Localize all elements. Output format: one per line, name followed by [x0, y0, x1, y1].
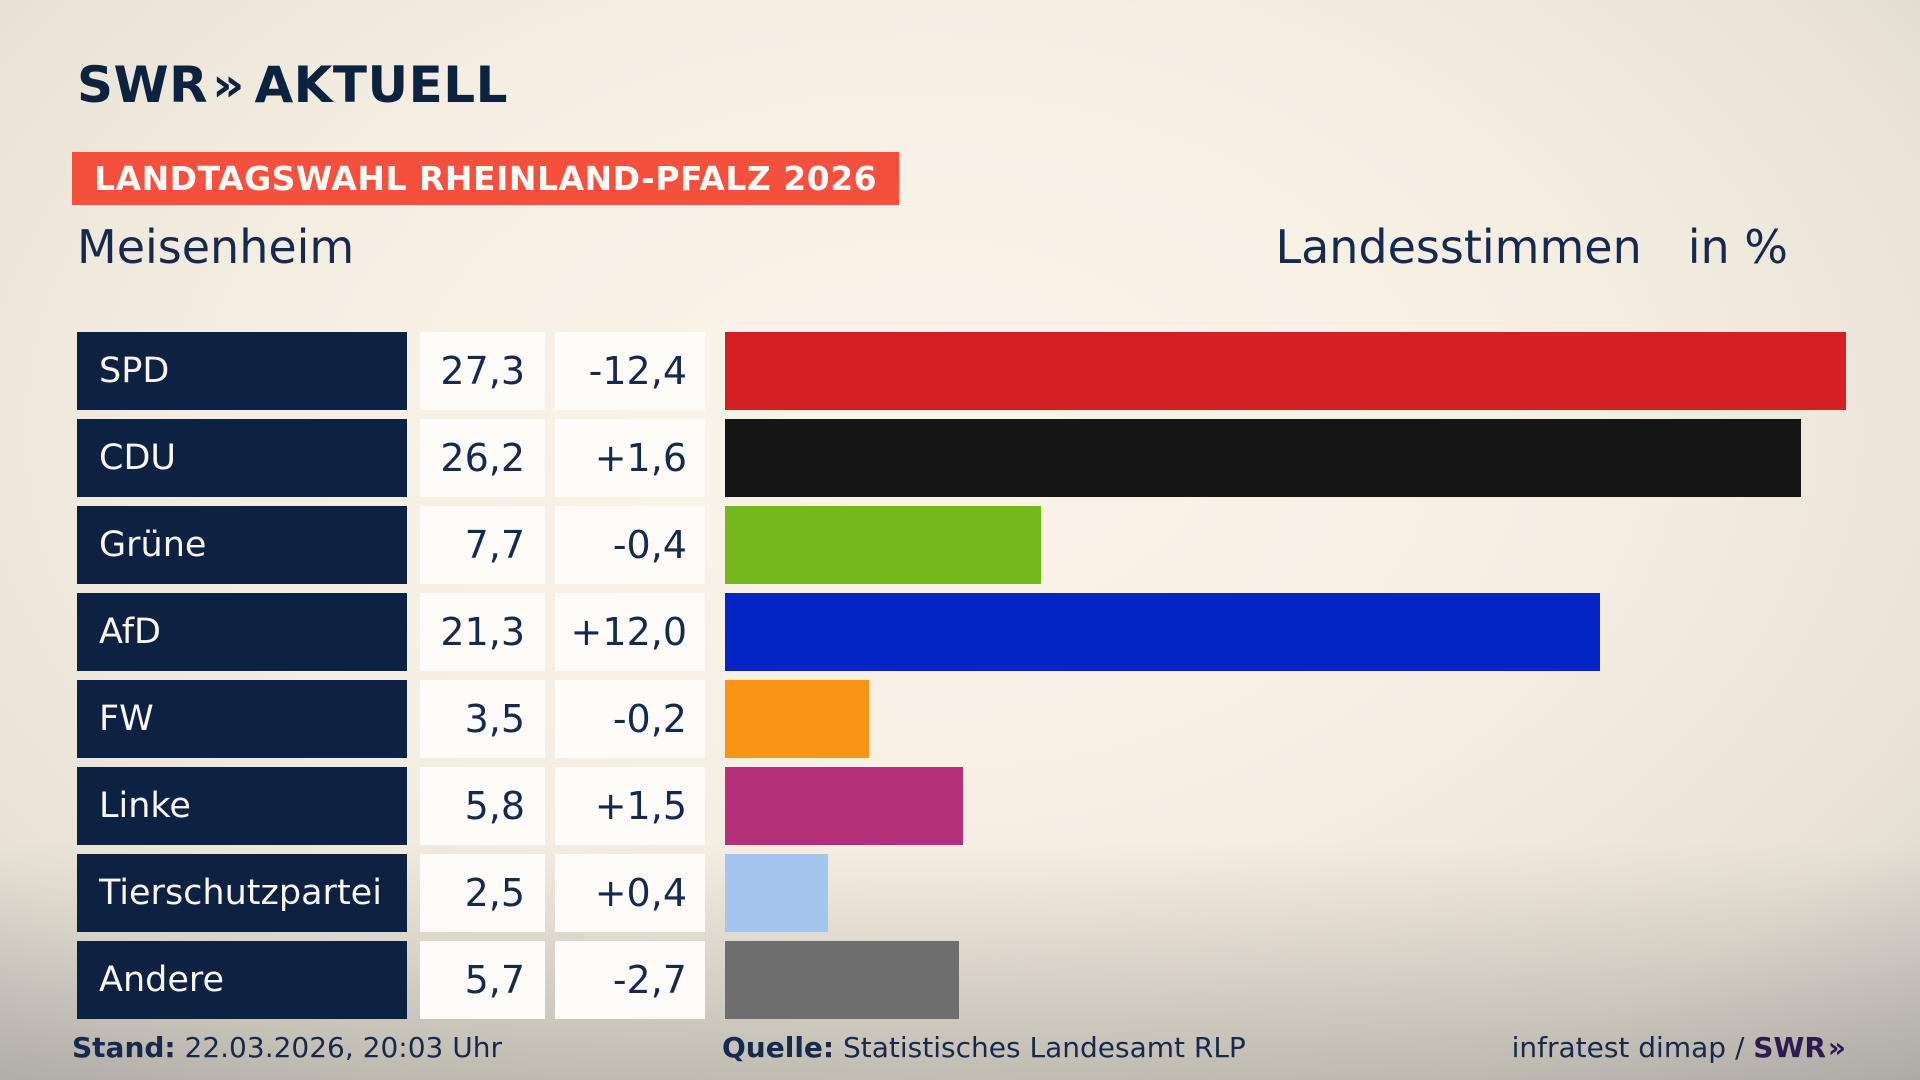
party-change: -0,4 [555, 506, 705, 584]
stand-label: Stand: [72, 1031, 176, 1064]
table-row: CDU 26,2 +1,6 [77, 419, 1846, 497]
party-value: 3,5 [420, 680, 545, 758]
timestamp: Stand: 22.03.2026, 20:03 Uhr [72, 1031, 502, 1064]
party-label: CDU [77, 419, 407, 497]
bar-area [725, 680, 1846, 758]
unit-label: in % [1687, 220, 1788, 274]
bar-area [725, 593, 1846, 671]
footer: Stand: 22.03.2026, 20:03 Uhr Quelle: Sta… [72, 1031, 1846, 1071]
bar-area [725, 941, 1846, 1019]
election-badge: LANDTAGSWAHL RHEINLAND-PFALZ 2026 [72, 152, 900, 205]
party-value: 26,2 [420, 419, 545, 497]
logo-double-chevron-icon: » [212, 58, 244, 112]
party-bar [725, 419, 1801, 497]
party-label: Tierschutzpartei [77, 854, 407, 932]
party-change: -2,7 [555, 941, 705, 1019]
party-bar [725, 593, 1600, 671]
party-bar [725, 854, 828, 932]
table-row: Grüne 7,7 -0,4 [77, 506, 1846, 584]
vote-type-title: Landesstimmen in % [1275, 220, 1788, 274]
bar-area [725, 332, 1846, 410]
logo-aktuell-text: AKTUELL [254, 56, 509, 114]
party-label: AfD [77, 593, 407, 671]
stand-value: 22.03.2026, 20:03 Uhr [184, 1031, 502, 1064]
party-label: SPD [77, 332, 407, 410]
table-row: Tierschutzpartei 2,5 +0,4 [77, 854, 1846, 932]
party-label: Andere [77, 941, 407, 1019]
logo-swr-text: SWR [77, 56, 209, 114]
party-value: 2,5 [420, 854, 545, 932]
party-label: Linke [77, 767, 407, 845]
quelle-value: Statistisches Landesamt RLP [843, 1031, 1246, 1064]
party-change: +1,5 [555, 767, 705, 845]
pollster-credit: infratest dimap / SWR» [1511, 1031, 1846, 1064]
table-row: AfD 21,3 +12,0 [77, 593, 1846, 671]
party-value: 5,8 [420, 767, 545, 845]
bar-area [725, 767, 1846, 845]
party-change: -12,4 [555, 332, 705, 410]
party-label: FW [77, 680, 407, 758]
credit-text: infratest dimap / [1511, 1031, 1754, 1064]
credit-swr-text: SWR [1753, 1031, 1826, 1064]
party-change: +0,4 [555, 854, 705, 932]
party-change: -0,2 [555, 680, 705, 758]
source: Quelle: Statistisches Landesamt RLP [722, 1031, 1246, 1064]
party-change: +1,6 [555, 419, 705, 497]
table-row: Andere 5,7 -2,7 [77, 941, 1846, 1019]
party-value: 27,3 [420, 332, 545, 410]
party-label: Grüne [77, 506, 407, 584]
swr-credit-logo: SWR» [1753, 1031, 1846, 1064]
swr-aktuell-logo: SWR» AKTUELL [77, 56, 508, 114]
municipality-title: Meisenheim [77, 220, 355, 274]
bar-area [725, 419, 1846, 497]
table-row: Linke 5,8 +1,5 [77, 767, 1846, 845]
bar-area [725, 854, 1846, 932]
quelle-label: Quelle: [722, 1031, 835, 1064]
party-value: 21,3 [420, 593, 545, 671]
results-table: SPD 27,3 -12,4 CDU 26,2 +1,6 Grüne 7,7 -… [77, 332, 1846, 1028]
party-change: +12,0 [555, 593, 705, 671]
party-bar [725, 506, 1042, 584]
party-bar [725, 332, 1846, 410]
vote-type-label: Landesstimmen [1275, 220, 1642, 274]
party-value: 7,7 [420, 506, 545, 584]
table-row: FW 3,5 -0,2 [77, 680, 1846, 758]
party-bar [725, 680, 869, 758]
bar-area [725, 506, 1846, 584]
party-bar [725, 941, 960, 1019]
credit-double-chevron-icon: » [1827, 1031, 1846, 1064]
party-bar [725, 767, 964, 845]
table-row: SPD 27,3 -12,4 [77, 332, 1846, 410]
party-value: 5,7 [420, 941, 545, 1019]
